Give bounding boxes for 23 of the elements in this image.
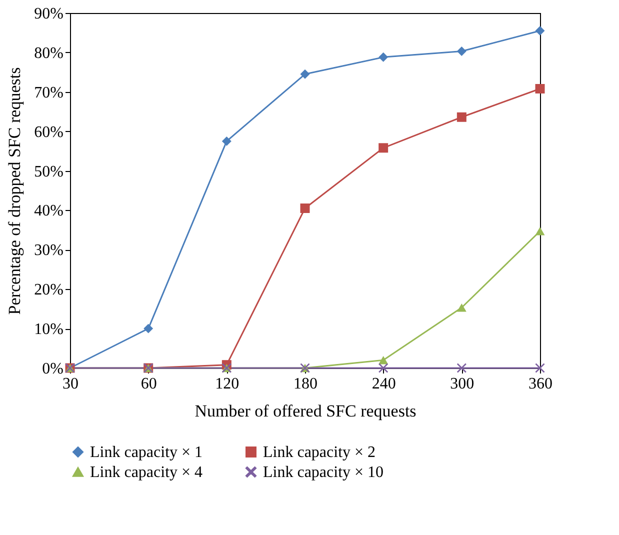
y-tick-label: 0% <box>42 360 64 378</box>
y-tick-label: 20% <box>34 282 64 299</box>
x-tick-label: 240 <box>372 376 396 392</box>
y-tick-label: 80% <box>34 44 64 62</box>
y-tick-label: 40% <box>34 202 64 220</box>
legend-label: Link capacity × 10 <box>263 464 384 481</box>
legend-label: Link capacity × 2 <box>263 444 376 461</box>
x-tick-label: 60 <box>140 376 157 392</box>
y-tick-label: 70% <box>34 84 64 102</box>
y-tick-label: 10% <box>34 321 64 338</box>
y-tick-label: 50% <box>34 163 64 180</box>
x-tick-label: 120 <box>215 376 240 392</box>
legend-label: Link capacity × 4 <box>90 464 203 481</box>
x-tick-label: 180 <box>294 376 318 392</box>
y-axis-title: Percentage of dropped SFC requests <box>5 67 24 315</box>
y-tick-label: 60% <box>34 124 64 141</box>
legend-label: Link capacity × 1 <box>90 444 203 461</box>
x-tick-label: 30 <box>62 376 78 392</box>
x-tick-label: 300 <box>450 376 474 392</box>
y-tick-label: 30% <box>34 242 64 260</box>
x-axis-title: Number of offered SFC requests <box>194 402 416 420</box>
x-tick-label: 360 <box>528 376 552 392</box>
y-tick-label: 90% <box>34 6 64 22</box>
